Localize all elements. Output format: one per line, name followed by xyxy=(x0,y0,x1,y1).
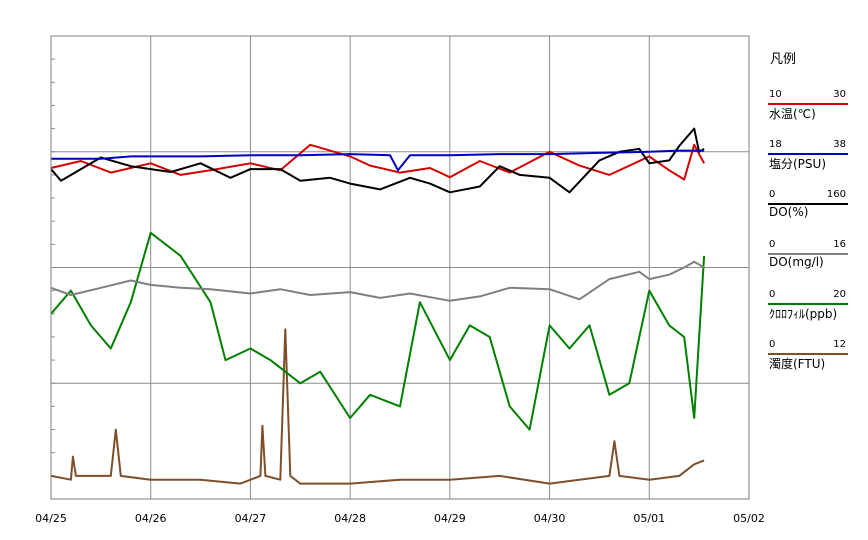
legend-item-chlorophyll: 0 20 ｸﾛﾛﾌｨﾙ(ppb) xyxy=(768,289,848,321)
legend: 凡例 10 30 水温(℃) 18 38 塩分(PSU) 0 160 DO(%)… xyxy=(768,0,868,540)
series-line-0 xyxy=(50,143,705,181)
legend-max: 12 xyxy=(833,339,846,350)
legend-swatch xyxy=(768,203,848,205)
legend-swatch xyxy=(768,153,848,155)
series-layer xyxy=(50,127,706,485)
x-tick-label: 04/29 xyxy=(434,512,466,525)
legend-min: 0 xyxy=(769,189,776,200)
x-axis-ticks: 04/25 04/26 04/27 04/28 04/29 04/30 05/01 05/02 xyxy=(35,512,765,525)
legend-item-water-temp: 10 30 水温(℃) xyxy=(768,89,848,121)
legend-max: 30 xyxy=(833,89,846,100)
plot-frame xyxy=(50,35,750,500)
series-line-5 xyxy=(50,328,705,485)
legend-label: ｸﾛﾛﾌｨﾙ(ppb) xyxy=(769,307,838,321)
legend-item-do-mgl: 0 16 DO(mg/l) xyxy=(768,239,848,269)
legend-item-salinity: 18 38 塩分(PSU) xyxy=(768,139,848,171)
series-line-2 xyxy=(50,127,705,194)
legend-min: 0 xyxy=(769,239,776,250)
legend-swatch xyxy=(768,103,848,105)
legend-label: 濁度(FTU) xyxy=(769,357,826,371)
legend-swatch xyxy=(768,253,848,255)
x-tick-label: 04/25 xyxy=(35,512,67,525)
x-tick-label: 04/28 xyxy=(334,512,366,525)
legend-title: 凡例 xyxy=(770,52,797,67)
x-tick-label: 05/01 xyxy=(633,512,665,525)
legend-max: 160 xyxy=(826,189,846,200)
series-line-1 xyxy=(51,149,705,172)
x-tick-label: 05/02 xyxy=(733,512,765,525)
legend-min: 18 xyxy=(769,139,782,150)
legend-min: 0 xyxy=(769,339,776,350)
legend-item-turbidity: 0 12 濁度(FTU) xyxy=(768,339,848,371)
legend-swatch xyxy=(768,303,848,305)
legend-max: 20 xyxy=(833,289,846,300)
legend-label: DO(mg/l) xyxy=(769,255,824,269)
legend-swatch xyxy=(768,353,848,355)
x-tick-label: 04/26 xyxy=(135,512,167,525)
x-tick-label: 04/30 xyxy=(534,512,566,525)
x-tick-label: 04/27 xyxy=(235,512,267,525)
legend-label: 塩分(PSU) xyxy=(769,157,827,171)
legend-label: DO(%) xyxy=(769,205,809,219)
legend-item-do-percent: 0 160 DO(%) xyxy=(768,189,848,219)
legend-min: 0 xyxy=(769,289,776,300)
series-line-3 xyxy=(50,260,705,302)
legend-label: 水温(℃) xyxy=(769,107,816,121)
legend-max: 38 xyxy=(833,139,846,150)
legend-max: 16 xyxy=(833,239,846,250)
series-line-4 xyxy=(50,231,706,431)
legend-min: 10 xyxy=(769,89,782,100)
